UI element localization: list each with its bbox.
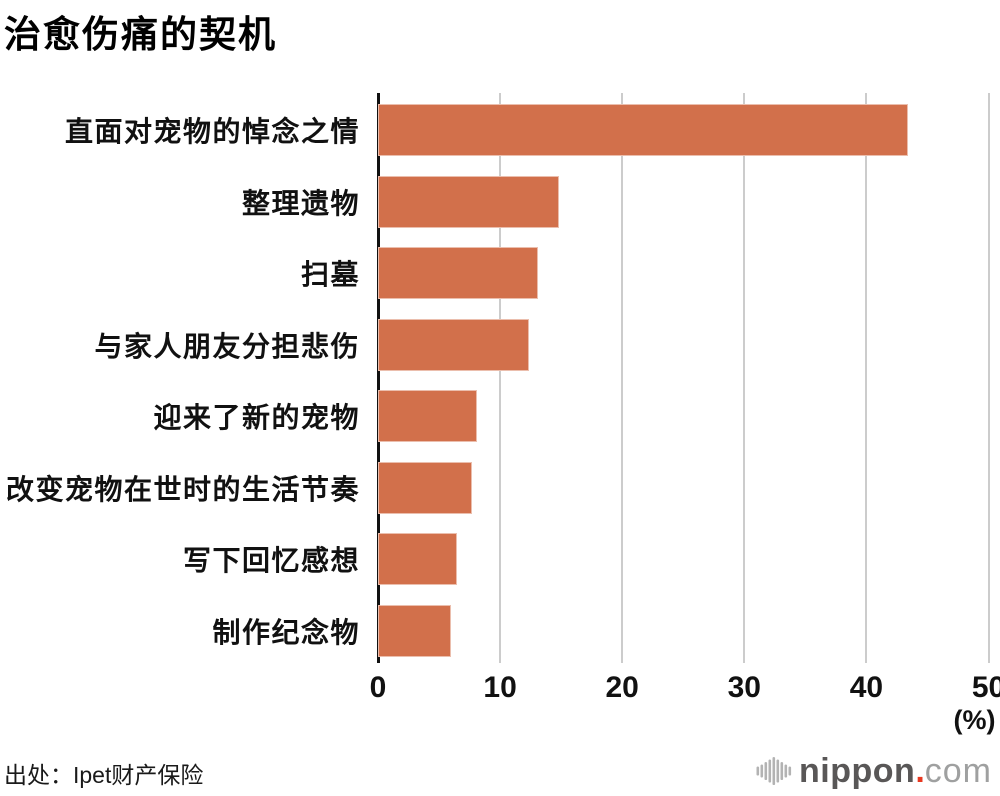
- bar: [378, 104, 908, 156]
- nippon-logo-text: nippon . com: [799, 752, 992, 791]
- bar: [378, 533, 458, 585]
- y-axis-line: [376, 93, 380, 663]
- gridline-20: [621, 93, 624, 663]
- gridline-40: [865, 93, 868, 663]
- bar: [378, 247, 538, 299]
- category-label: 与家人朋友分担悲伤: [94, 330, 360, 362]
- category-label: 迎来了新的宠物: [153, 402, 360, 433]
- nippon-logo: nippon . com: [756, 750, 992, 792]
- category-label: 改变宠物在世时的生活节奏: [5, 473, 360, 505]
- category-label: 整理遗物: [241, 187, 360, 219]
- x-tick-label-0: 0: [369, 671, 387, 704]
- category-label: 扫墓: [300, 259, 360, 290]
- x-tick-label-50: 50: [971, 671, 1000, 704]
- x-tick-label-20: 20: [605, 671, 639, 704]
- category-label: 写下回忆感想: [182, 545, 360, 576]
- x-tick-label-10: 10: [483, 671, 517, 704]
- category-label: 制作纪念物: [212, 616, 360, 648]
- nippon-logo-waveform-icon: [756, 757, 792, 785]
- category-label: 直面对宠物的悼念之情: [64, 116, 360, 147]
- gridline-10: [499, 93, 502, 663]
- chart-title: 治愈伤痛的契机: [4, 14, 277, 55]
- plot-area: 直面对宠物的悼念之情整理遗物扫墓与家人朋友分担悲伤迎来了新的宠物改变宠物在世时的…: [6, 93, 1000, 735]
- bar: [378, 390, 477, 442]
- source-note: 出处：Ipet财产保险: [4, 762, 204, 788]
- x-tick-label-30: 30: [727, 671, 761, 704]
- gridline-50: [987, 93, 990, 663]
- gridline-30: [743, 93, 746, 663]
- bar: [378, 175, 559, 228]
- logo-dot: .: [915, 751, 925, 790]
- bar: [378, 461, 473, 514]
- x-axis-unit-label: (%): [953, 705, 996, 735]
- logo-text-nippon: nippon: [799, 751, 916, 790]
- bar: [378, 318, 530, 371]
- x-tick-label-40: 40: [849, 671, 884, 704]
- logo-text-com: com: [924, 751, 992, 790]
- bar: [378, 604, 452, 657]
